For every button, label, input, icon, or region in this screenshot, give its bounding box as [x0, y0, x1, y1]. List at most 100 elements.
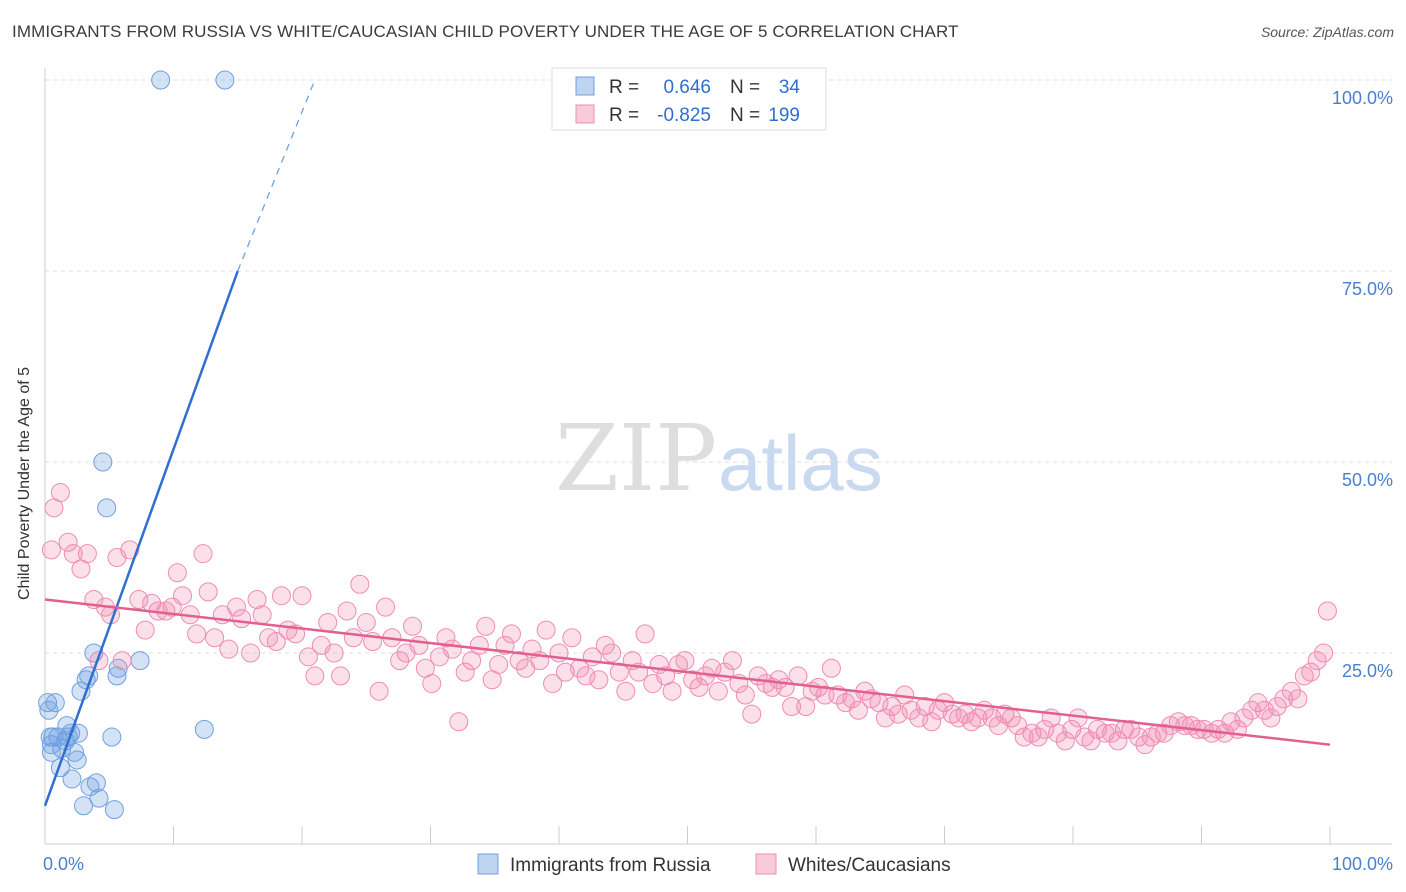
russia-point: [102, 727, 122, 747]
white-point: [298, 647, 318, 667]
russia-point: [67, 750, 87, 770]
russia-point: [151, 70, 171, 90]
white-point: [403, 616, 423, 636]
white-point: [922, 712, 942, 732]
white-point: [129, 590, 149, 610]
white-point: [769, 670, 789, 690]
russia-point: [93, 452, 113, 472]
white-point: [331, 666, 351, 686]
legend-box: [551, 67, 827, 131]
white-point: [708, 681, 728, 701]
white-point: [1154, 723, 1174, 743]
white-point: [436, 628, 456, 648]
white-point: [788, 666, 808, 686]
white-point: [266, 632, 286, 652]
white-point: [390, 651, 410, 671]
white-point: [462, 651, 482, 671]
white-point: [589, 670, 609, 690]
legend-swatch: [575, 104, 595, 124]
white-point: [324, 643, 344, 663]
white-point: [1274, 689, 1294, 709]
legend-r-label: R =: [609, 77, 639, 98]
white-point: [449, 712, 469, 732]
white-point: [77, 544, 97, 564]
white-point: [350, 574, 370, 594]
white-point: [1055, 731, 1075, 751]
white-point: [112, 651, 132, 671]
white-point: [562, 628, 582, 648]
x-tick-label: 0.0%: [43, 854, 84, 874]
white-point: [247, 590, 267, 610]
white-point: [888, 704, 908, 724]
white-point: [271, 586, 291, 606]
white-point: [1048, 723, 1068, 743]
white-point: [422, 674, 442, 694]
y-tick-label: 75.0%: [1342, 279, 1393, 299]
white-point: [292, 586, 312, 606]
legend-n-label: N =: [730, 77, 760, 98]
white-point: [662, 681, 682, 701]
russia-point: [97, 498, 117, 518]
legend-r-value: -0.825: [657, 105, 711, 126]
white-point: [1102, 723, 1122, 743]
white-point: [1281, 681, 1301, 701]
russia-point: [86, 773, 106, 793]
white-point: [955, 704, 975, 724]
white-point: [543, 674, 563, 694]
white-point: [635, 624, 655, 644]
white-point: [722, 651, 742, 671]
white-point: [609, 662, 629, 682]
white-point: [198, 582, 218, 602]
white-point: [1028, 727, 1048, 747]
russia-point: [194, 719, 214, 739]
russia-point: [38, 693, 58, 713]
white-point: [595, 635, 615, 655]
white-point: [782, 696, 802, 716]
white-point: [135, 620, 155, 640]
white-point: [735, 685, 755, 705]
y-tick-label: 25.0%: [1342, 661, 1393, 681]
white-point: [172, 586, 192, 606]
white-point: [901, 700, 921, 720]
white-point: [702, 658, 722, 678]
legend-swatch: [575, 76, 595, 96]
white-point: [509, 651, 529, 671]
white-point: [219, 639, 239, 659]
white-point: [187, 624, 207, 644]
white-point: [489, 654, 509, 674]
white-point: [909, 708, 929, 728]
white-point: [1248, 693, 1268, 713]
white-point: [409, 635, 429, 655]
white-point: [241, 643, 261, 663]
x-tick-label: 100.0%: [1332, 854, 1393, 874]
white-point: [1301, 662, 1321, 682]
white-point: [555, 662, 575, 682]
white-point: [576, 666, 596, 686]
white-point: [882, 696, 902, 716]
white-point: [1317, 601, 1337, 621]
white-point: [848, 700, 868, 720]
white-point: [602, 643, 622, 663]
white-point: [1221, 712, 1241, 732]
russia-point: [62, 769, 82, 789]
white-point: [683, 670, 703, 690]
white-point: [205, 628, 225, 648]
legend-r-value: 0.646: [663, 77, 711, 98]
white-point: [252, 605, 272, 625]
white-point: [616, 681, 636, 701]
white-point: [50, 483, 70, 503]
white-point: [675, 651, 695, 671]
white-point: [1288, 689, 1308, 709]
white-point: [1135, 735, 1155, 755]
white-point: [318, 612, 338, 632]
white-point: [193, 544, 213, 564]
white-point: [232, 609, 252, 629]
legend-n-label: N =: [730, 105, 760, 126]
white-point: [369, 681, 389, 701]
russia-trend-line: [43, 270, 239, 807]
legend-n-value: 34: [779, 77, 801, 98]
white-point: [476, 616, 496, 636]
white-point: [356, 612, 376, 632]
white-point: [1108, 731, 1128, 751]
